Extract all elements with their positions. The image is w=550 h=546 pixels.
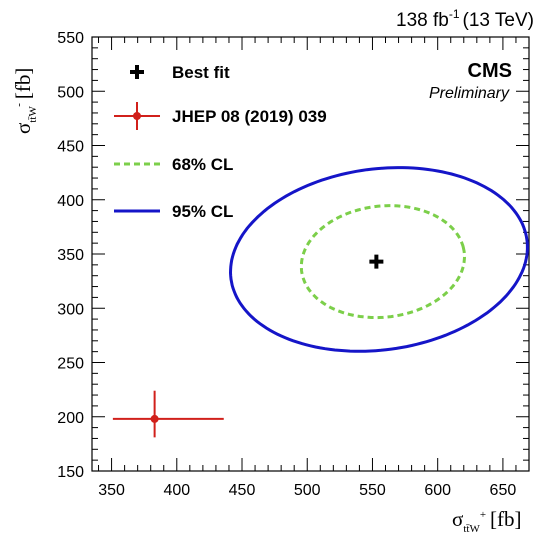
legend: Best fit JHEP 08 (2019) 039 68% CL 95% CL	[114, 63, 327, 221]
y-tick-label: 300	[57, 301, 84, 318]
legend-best-fit-symbol	[130, 65, 144, 79]
y-axis-title: σtt̄W-[fb]	[11, 68, 39, 134]
y-tick-label: 350	[57, 247, 84, 264]
reference-point	[150, 414, 159, 423]
x-tick-label: 450	[229, 482, 256, 499]
x-axis-title: σtt̄W+ [fb]	[452, 507, 522, 535]
reference-measurement	[112, 390, 224, 438]
contour-68cl	[299, 204, 467, 320]
x-tick-label: 350	[98, 482, 125, 499]
y-tick-label: 450	[57, 139, 84, 156]
y-tick-label: 400	[57, 193, 84, 210]
y-tick-label: 150	[57, 464, 84, 481]
legend-reference-point	[133, 112, 141, 120]
axes: 350 400 450 500 550 600 650 150 200 250 300 350 400 4…	[57, 30, 530, 499]
legend-label: 95% CL	[172, 202, 233, 221]
x-tick-label: 650	[490, 482, 517, 499]
contour-95cl	[228, 166, 529, 353]
cms-label: CMS	[468, 60, 512, 82]
legend-label: Best fit	[172, 63, 230, 82]
best-fit-cross	[369, 254, 384, 269]
legend-label: 68% CL	[172, 155, 233, 174]
x-tick-label: 550	[359, 482, 386, 499]
luminosity-label: 138 fb-1 (13 TeV)	[396, 7, 534, 31]
y-tick-label: 250	[57, 356, 84, 373]
plot-frame	[91, 36, 530, 472]
x-tick-label: 400	[163, 482, 190, 499]
legend-label: JHEP 08 (2019) 039	[172, 107, 327, 126]
x-tick-label: 600	[424, 482, 451, 499]
y-tick-label: 200	[57, 410, 84, 427]
best-fit-marker	[369, 254, 384, 269]
cl-contours	[228, 166, 529, 353]
y-tick-label: 500	[57, 84, 84, 101]
y-tick-label: 550	[57, 30, 84, 47]
x-tick-label: 500	[294, 482, 321, 499]
preliminary-label: Preliminary	[429, 85, 510, 102]
